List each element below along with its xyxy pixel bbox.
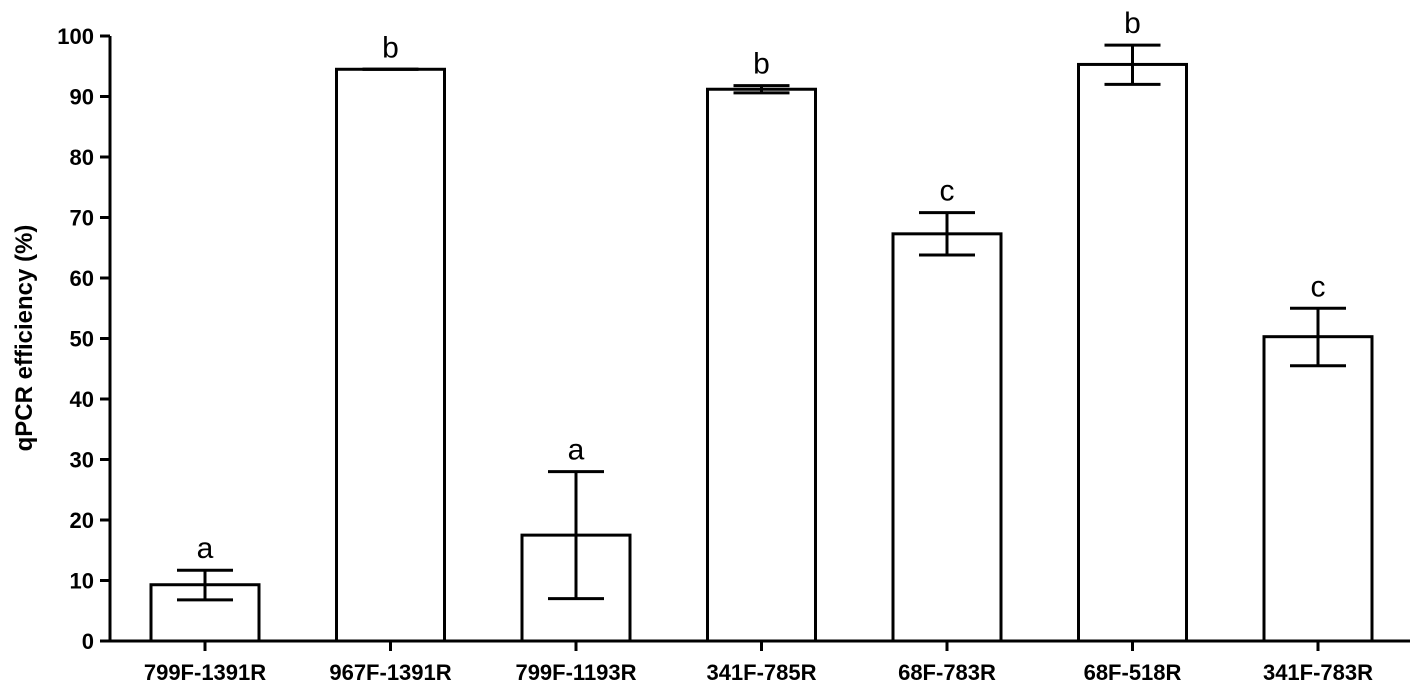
bar [1077, 62, 1188, 643]
y-tick-label: 90 [70, 85, 94, 110]
significance-label: c [1311, 270, 1326, 303]
bars: a b a b c b c [149, 7, 1374, 643]
x-axis: 799F-1391R 967F-1391R 799F-1193R 341F-785R 6… [110, 639, 1410, 685]
category-label: 967F-1391R [329, 660, 451, 685]
category-label: 68F-783R [898, 660, 996, 685]
significance-label: a [197, 532, 214, 565]
significance-label: a [568, 434, 585, 467]
significance-label: b [382, 31, 399, 64]
y-tick-label: 20 [70, 508, 94, 533]
bar [1262, 335, 1374, 643]
y-tick-label: 10 [70, 569, 94, 594]
y-tick-label: 50 [70, 327, 94, 352]
category-label: 341F-785R [706, 660, 816, 685]
y-tick-label: 80 [70, 145, 94, 170]
significance-label: b [753, 48, 770, 81]
y-tick-label: 60 [70, 266, 94, 291]
bar [706, 87, 817, 643]
y-tick-label: 30 [70, 448, 94, 473]
y-axis: 0 10 20 30 40 50 60 70 80 90 100 [57, 24, 112, 654]
y-tick-label: 100 [57, 24, 94, 49]
significance-label: c [940, 175, 955, 208]
significance-label: b [1124, 7, 1141, 40]
category-label: 68F-518R [1084, 660, 1182, 685]
category-label: 799F-1391R [144, 660, 266, 685]
bar [891, 232, 1003, 643]
y-tick-label: 70 [70, 206, 94, 231]
y-tick-label: 0 [82, 629, 94, 654]
y-tick-label: 40 [70, 387, 94, 412]
y-axis-title: qPCR efficiency (%) [11, 225, 38, 452]
bar [335, 67, 446, 643]
category-label: 799F-1193R [515, 660, 636, 685]
category-label: 341F-783R [1263, 660, 1373, 685]
